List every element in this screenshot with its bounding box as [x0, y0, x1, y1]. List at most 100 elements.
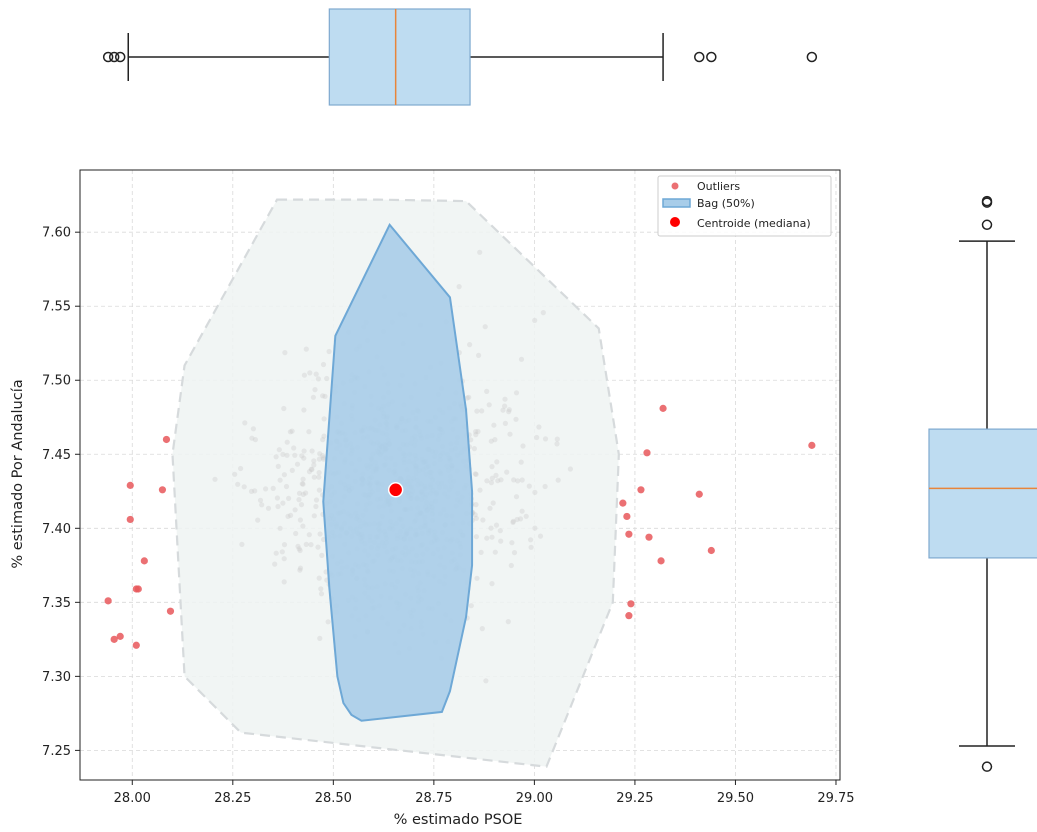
- x-tick-label: 28.25: [214, 791, 251, 806]
- inlier-point: [537, 533, 544, 539]
- inlier-point: [472, 471, 478, 477]
- inlier-point: [257, 497, 264, 503]
- inlier-point: [295, 543, 301, 550]
- inlier-point: [289, 467, 295, 473]
- inlier-point: [287, 429, 293, 435]
- inlier-point: [318, 591, 325, 597]
- x-axis-label: % estimado PSOE: [394, 812, 523, 828]
- inlier-point: [311, 513, 317, 519]
- inlier-point: [484, 535, 490, 541]
- inlier-point: [509, 540, 515, 546]
- inlier-point: [299, 481, 305, 487]
- inlier-point: [311, 458, 317, 464]
- inlier-point: [306, 532, 312, 538]
- outlier-point: [110, 635, 118, 643]
- inlier-point: [486, 402, 492, 408]
- inlier-point: [283, 483, 290, 490]
- inlier-point: [523, 513, 529, 519]
- inlier-point: [498, 477, 504, 483]
- inlier-point: [519, 477, 525, 483]
- right-marginal-boxplot: [928, 195, 1037, 772]
- inlier-point: [300, 491, 306, 497]
- inlier-point: [567, 466, 574, 472]
- y-tick-label: 7.25: [42, 744, 71, 759]
- legend-centroid-label: Centroide (mediana): [697, 217, 811, 230]
- right-flier: [981, 219, 993, 231]
- inlier-point: [239, 541, 245, 548]
- outlier-point: [126, 481, 134, 489]
- inlier-point: [281, 579, 287, 585]
- outlier-point: [808, 441, 816, 449]
- inlier-point: [298, 502, 305, 508]
- inlier-point: [311, 474, 317, 480]
- inlier-point: [502, 396, 508, 402]
- inlier-point: [276, 447, 282, 453]
- main-scatter-plot: 28.00 28.25 28.50 28.75 29.00 29.25 29.50 29.75…: [10, 169, 855, 828]
- inlier-point: [490, 500, 496, 506]
- inlier-point: [315, 376, 321, 382]
- x-tick-label: 29.75: [817, 791, 854, 806]
- outlier-point: [625, 612, 633, 620]
- inlier-point: [473, 534, 479, 540]
- inlier-point: [466, 394, 472, 400]
- inlier-point: [285, 513, 291, 520]
- x-tick-label: 29.00: [516, 791, 553, 806]
- inlier-point: [489, 475, 495, 481]
- right-flier: [981, 195, 993, 207]
- inlier-point: [493, 472, 499, 478]
- inlier-point: [252, 437, 258, 443]
- inlier-point: [324, 375, 330, 382]
- top-flier: [806, 51, 818, 63]
- inlier-point: [532, 525, 538, 531]
- outlier-points: [104, 404, 816, 649]
- inlier-point: [508, 562, 514, 569]
- inlier-point: [301, 455, 307, 461]
- inlier-point: [303, 541, 309, 548]
- inlier-point: [540, 310, 546, 316]
- inlier-point: [480, 517, 486, 523]
- inlier-point: [255, 517, 261, 523]
- inlier-point: [307, 370, 313, 376]
- outlier-point: [623, 512, 631, 521]
- inlier-point: [493, 522, 500, 528]
- inlier-point: [308, 466, 314, 472]
- inlier-point: [303, 490, 309, 496]
- x-tick-label: 29.25: [616, 791, 653, 806]
- y-tick-label: 7.50: [42, 374, 71, 389]
- inlier-point: [483, 678, 489, 684]
- inlier-point: [308, 542, 314, 548]
- x-tick-label: 28.75: [415, 791, 452, 806]
- legend-outliers-marker: [671, 182, 679, 190]
- y-tick-label: 7.60: [42, 226, 71, 241]
- inlier-point: [273, 550, 279, 556]
- outlier-point: [132, 641, 140, 649]
- outlier-point: [637, 486, 645, 494]
- inlier-point: [280, 500, 286, 506]
- inlier-point: [280, 451, 286, 457]
- inlier-point: [249, 435, 255, 441]
- inlier-point: [313, 371, 319, 377]
- inlier-point: [506, 407, 512, 413]
- inlier-point: [297, 517, 303, 523]
- inlier-point: [506, 409, 512, 415]
- inlier-point: [502, 403, 508, 409]
- top-flier: [706, 51, 717, 63]
- inlier-point: [272, 561, 278, 567]
- outlier-point: [657, 557, 665, 565]
- legend-centroid-marker: [670, 217, 680, 227]
- inlier-point: [303, 346, 309, 352]
- inlier-point: [510, 518, 516, 525]
- inlier-point: [473, 429, 479, 435]
- inlier-point: [273, 454, 279, 460]
- inlier-point: [313, 503, 319, 510]
- x-tick-label: 28.00: [114, 791, 151, 806]
- inlier-point: [232, 471, 238, 477]
- inlier-point: [479, 626, 485, 632]
- inlier-point: [532, 489, 538, 495]
- inlier-point: [238, 465, 244, 472]
- inlier-point: [289, 428, 295, 434]
- inlier-point: [277, 477, 283, 483]
- inlier-point: [554, 436, 560, 442]
- outlier-point: [627, 600, 635, 608]
